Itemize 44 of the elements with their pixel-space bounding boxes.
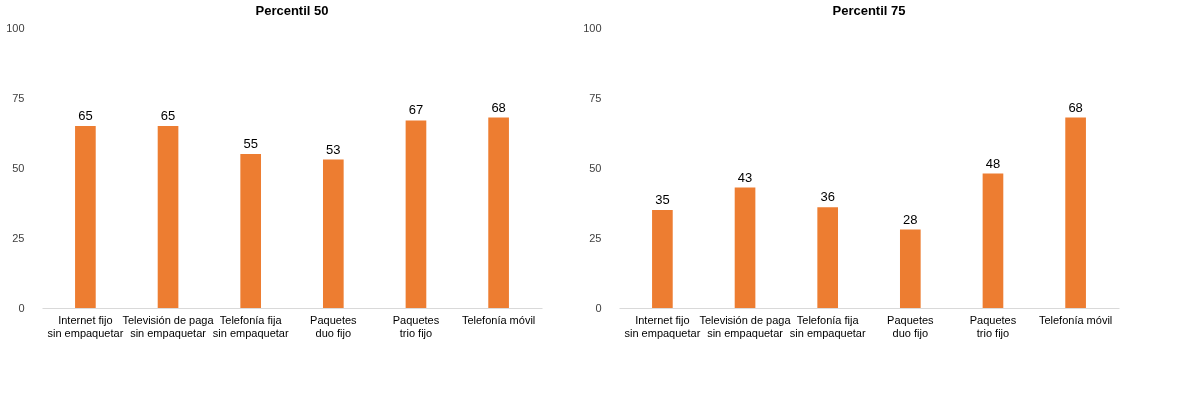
- bar: [405, 120, 427, 308]
- bar: [1065, 117, 1086, 308]
- bar: [488, 117, 509, 308]
- x-tick-label: Telefonía móvil: [461, 313, 536, 326]
- x-tick-label: Internet fijo sin empaquetar: [47, 313, 124, 339]
- data-label: 43: [737, 169, 753, 185]
- y-tick-label: 100: [6, 21, 25, 34]
- data-label: 53: [326, 141, 341, 157]
- y-tick-label: 75: [589, 91, 602, 104]
- x-tick-label: Paquetes duo fijo: [887, 313, 935, 339]
- bar: [240, 154, 262, 308]
- data-label: 68: [1068, 99, 1083, 115]
- bar: [982, 173, 1004, 308]
- data-label: 65: [78, 108, 93, 123]
- data-label: 65: [160, 108, 176, 123]
- bar: [157, 126, 179, 308]
- bar: [75, 126, 96, 308]
- chart-title: Percentil 75: [832, 3, 906, 18]
- data-label: 48: [985, 155, 1001, 171]
- data-label: 28: [903, 211, 918, 227]
- data-label: 55: [243, 136, 258, 151]
- data-label: 36: [820, 189, 835, 205]
- y-tick-label: 75: [12, 91, 25, 104]
- chart-title: Percentil 50: [255, 3, 329, 18]
- bar: [322, 159, 344, 308]
- x-tick-label: Paquetes trio fijo: [969, 313, 1017, 339]
- data-label: 35: [655, 192, 670, 207]
- y-tick-label: 25: [12, 231, 25, 244]
- y-tick-label: 100: [583, 21, 602, 34]
- y-tick-label: 0: [595, 301, 602, 314]
- bar: [817, 207, 839, 308]
- x-tick-label: Paquetes trio fijo: [392, 313, 440, 339]
- y-tick-label: 50: [12, 161, 25, 174]
- y-tick-label: 25: [589, 231, 602, 244]
- data-label: 68: [491, 99, 506, 115]
- data-label: 67: [408, 102, 424, 118]
- y-tick-label: 50: [589, 161, 602, 174]
- x-tick-label: Paquetes duo fijo: [310, 313, 358, 339]
- bar: [734, 187, 756, 308]
- x-tick-label: Internet fijo sin empaquetar: [624, 313, 701, 339]
- bar: [899, 229, 921, 308]
- bar: [652, 210, 673, 308]
- x-tick-label: Telefonía móvil: [1038, 313, 1113, 326]
- y-tick-label: 0: [18, 301, 25, 314]
